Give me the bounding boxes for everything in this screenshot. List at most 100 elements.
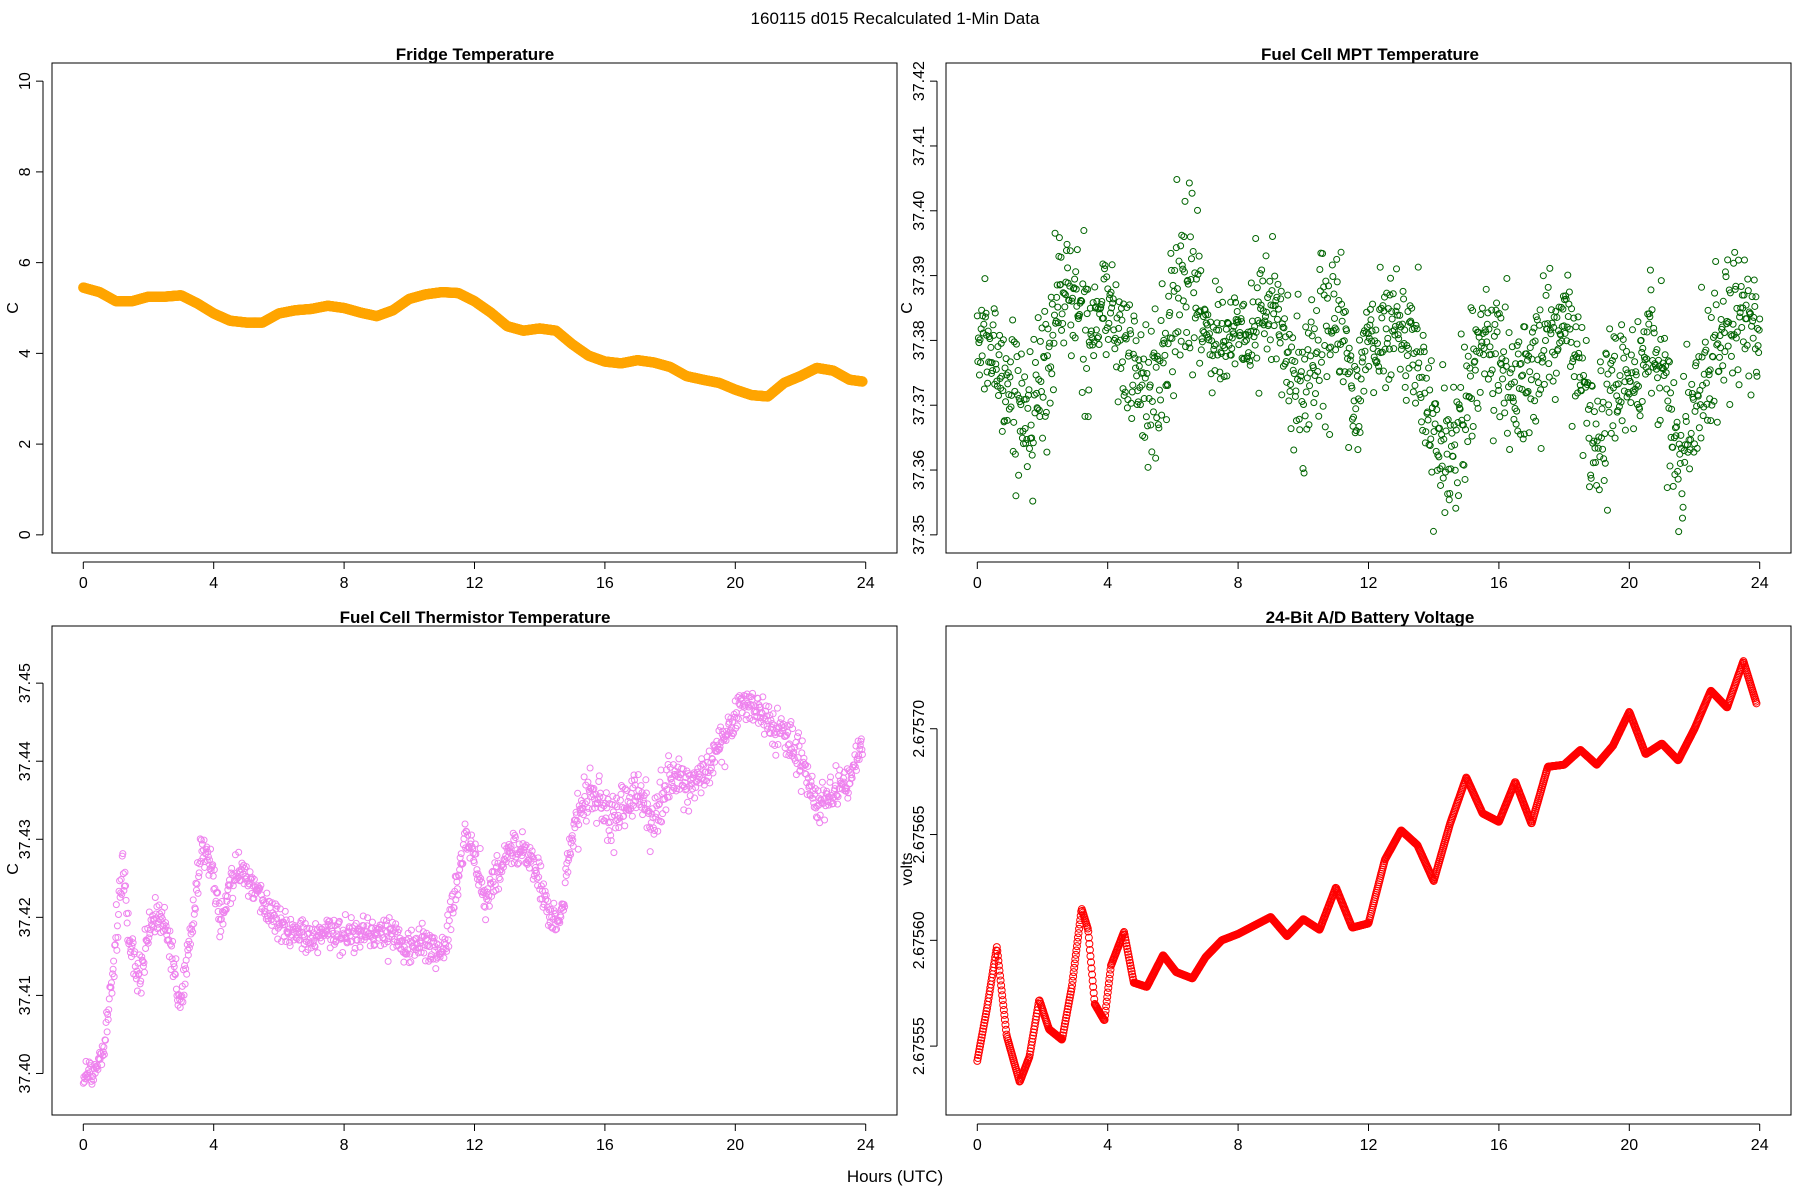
data-point bbox=[1034, 314, 1042, 322]
data-point bbox=[1054, 303, 1062, 311]
data-point bbox=[1246, 361, 1254, 369]
y-tick-label: 37.40 bbox=[911, 191, 928, 231]
data-point bbox=[1369, 300, 1377, 308]
data-point bbox=[1157, 317, 1165, 325]
data-point bbox=[1168, 368, 1176, 376]
data-point bbox=[1430, 428, 1438, 436]
y-tick-label: 8 bbox=[17, 167, 34, 176]
data-point bbox=[1564, 271, 1572, 279]
x-tick-label: 4 bbox=[1103, 1137, 1112, 1154]
x-tick-label: 24 bbox=[1751, 1137, 1769, 1154]
data-point bbox=[1288, 343, 1296, 351]
data-point bbox=[1149, 408, 1157, 416]
data-point bbox=[518, 828, 526, 836]
data-point bbox=[1422, 374, 1430, 382]
data-point bbox=[1274, 280, 1282, 288]
data-point bbox=[1627, 399, 1635, 407]
data-point bbox=[571, 824, 579, 832]
x-tick-label: 24 bbox=[857, 575, 875, 592]
data-point bbox=[457, 850, 465, 858]
data-point bbox=[1463, 414, 1471, 422]
data-point bbox=[1042, 408, 1050, 416]
data-point bbox=[114, 910, 122, 918]
data-point bbox=[1719, 297, 1727, 305]
data-point bbox=[1190, 334, 1198, 342]
data-point bbox=[1503, 274, 1511, 282]
data-point bbox=[1487, 370, 1495, 378]
data-point bbox=[1500, 348, 1508, 356]
data-point bbox=[1661, 334, 1669, 342]
data-point bbox=[1388, 315, 1396, 323]
data-point bbox=[1085, 386, 1093, 394]
x-tick-label: 20 bbox=[1620, 575, 1638, 592]
data-point bbox=[1745, 372, 1753, 380]
data-point bbox=[1603, 506, 1611, 514]
data-point bbox=[1050, 339, 1058, 347]
data-point bbox=[1500, 399, 1508, 407]
data-point bbox=[998, 427, 1006, 435]
x-tick-label: 8 bbox=[340, 575, 349, 592]
panel-title: Fuel Cell Thermistor Temperature bbox=[340, 608, 611, 627]
data-point bbox=[1179, 297, 1187, 305]
x-tick-label: 4 bbox=[209, 575, 218, 592]
data-point bbox=[123, 919, 131, 927]
data-point bbox=[980, 320, 988, 328]
data-point bbox=[151, 894, 159, 901]
data-point bbox=[1712, 257, 1720, 265]
data-point bbox=[1756, 315, 1764, 323]
data-point bbox=[286, 942, 294, 950]
data-point bbox=[1568, 305, 1576, 313]
data-point bbox=[1273, 315, 1281, 323]
data-point bbox=[1445, 496, 1453, 504]
data-point bbox=[1608, 366, 1616, 374]
data-point bbox=[1464, 352, 1472, 360]
data-point bbox=[1490, 406, 1498, 414]
data-point bbox=[98, 1061, 106, 1069]
data-point bbox=[1142, 321, 1150, 329]
data-point bbox=[1452, 504, 1460, 512]
data-points bbox=[973, 657, 1761, 1086]
data-point bbox=[1678, 490, 1686, 498]
data-point bbox=[1304, 346, 1312, 354]
data-point bbox=[1189, 247, 1197, 255]
data-point bbox=[1731, 248, 1739, 256]
data-point bbox=[1491, 320, 1499, 328]
data-point bbox=[209, 872, 217, 880]
data-point bbox=[1021, 373, 1029, 381]
data-point bbox=[1114, 398, 1122, 406]
data-point bbox=[1333, 278, 1341, 286]
data-point bbox=[582, 817, 590, 825]
data-point bbox=[1301, 355, 1309, 363]
data-point bbox=[1378, 314, 1386, 322]
data-point bbox=[980, 385, 988, 393]
data-point bbox=[793, 733, 801, 741]
y-tick-label: 2.67555 bbox=[911, 1017, 928, 1075]
data-point bbox=[1457, 330, 1465, 338]
data-point bbox=[1620, 354, 1628, 362]
data-point bbox=[113, 922, 121, 930]
data-point bbox=[1345, 444, 1353, 452]
data-point bbox=[314, 949, 322, 957]
data-point bbox=[586, 764, 594, 772]
data-point bbox=[652, 810, 660, 818]
data-point bbox=[1082, 326, 1089, 334]
x-tick-label: 20 bbox=[1620, 1137, 1638, 1154]
data-point bbox=[1111, 345, 1119, 353]
data-point bbox=[1277, 287, 1285, 295]
data-point bbox=[1618, 417, 1626, 425]
data-point bbox=[1468, 432, 1476, 440]
data-point bbox=[1454, 492, 1462, 500]
data-point bbox=[108, 989, 116, 997]
y-tick-label: 2 bbox=[17, 440, 34, 449]
data-point bbox=[281, 907, 289, 915]
data-point bbox=[1639, 344, 1647, 352]
y-axis-label: C bbox=[5, 863, 22, 875]
data-point bbox=[1310, 399, 1318, 407]
data-point bbox=[580, 773, 588, 781]
data-point bbox=[610, 849, 618, 857]
data-point bbox=[1405, 364, 1413, 372]
data-point bbox=[1735, 381, 1743, 389]
data-point bbox=[697, 789, 705, 797]
data-point bbox=[1316, 266, 1324, 274]
x-tick-label: 16 bbox=[1490, 1137, 1508, 1154]
